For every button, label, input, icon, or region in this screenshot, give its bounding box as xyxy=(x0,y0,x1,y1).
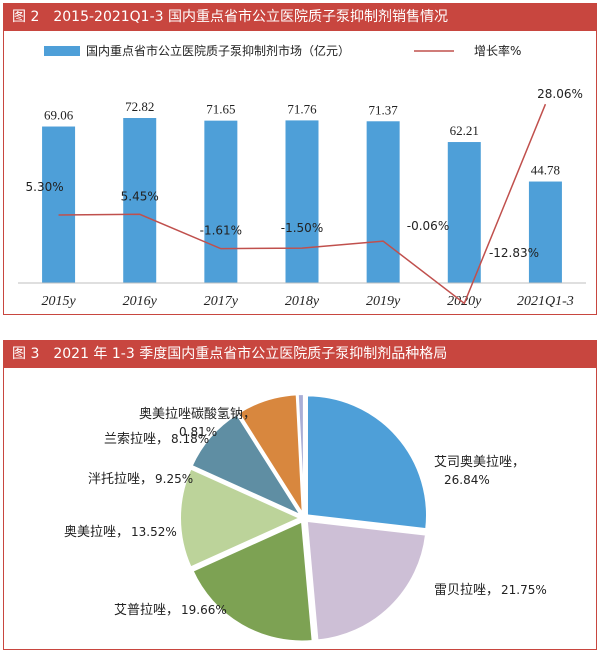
slice-value-label: 0.81% xyxy=(179,425,217,439)
bar xyxy=(123,118,157,283)
bar-value-label: 72.82 xyxy=(125,99,154,114)
slice-name-label: 艾普拉唑， xyxy=(114,602,179,618)
x-tick-label: 2015y xyxy=(41,294,76,309)
x-tick-label: 2017y xyxy=(204,294,239,309)
bar xyxy=(285,120,319,283)
bar-value-label: 71.37 xyxy=(369,102,399,117)
bar xyxy=(42,126,76,283)
x-tick-label: 2016y xyxy=(123,294,158,309)
slice-name-label: 泮托拉唑， xyxy=(88,471,153,487)
pie-slice xyxy=(296,393,305,515)
slice-name-label: 雷贝拉唑， xyxy=(434,582,499,598)
growth-rate-label: 5.45% xyxy=(121,189,159,203)
pie-slice xyxy=(237,393,304,518)
pie-slice xyxy=(305,394,428,531)
growth-rate-label: 5.30% xyxy=(26,180,64,194)
slice-name-label: 艾司奥美拉唑， xyxy=(434,454,525,470)
slice-name-label: 奥美拉唑， xyxy=(64,524,129,540)
x-tick-label: 2019y xyxy=(366,294,401,309)
pie-slice xyxy=(305,519,428,642)
slice-name-label: 兰索拉唑， xyxy=(104,431,169,447)
chart-title: 图 3 2021 年 1-3 季度国内重点省市公立医院质子泵抑制剂品种格局 xyxy=(4,341,596,368)
x-tick-label: 2018y xyxy=(285,294,320,309)
chart-title: 图 2 2015-2021Q1-3 国内重点省市公立医院质子泵抑制剂销售情况 xyxy=(4,4,596,31)
slice-name-label: 奥美拉唑碳酸氢钠， xyxy=(139,406,256,422)
growth-rate-label: -1.50% xyxy=(281,221,323,235)
slice-value-label: 9.25% xyxy=(155,472,193,486)
slice-value-label: 26.84% xyxy=(444,473,490,487)
slice-value-label: 13.52% xyxy=(131,525,177,539)
pie-slice xyxy=(190,412,304,518)
bar xyxy=(528,181,562,283)
bar-line-chart: 国内重点省市公立医院质子泵抑制剂市场（亿元） 增长率% 69.06 2015y 72.8… xyxy=(18,43,586,309)
legend-label-bar: 国内重点省市公立医院质子泵抑制剂市场（亿元） xyxy=(86,43,350,58)
growth-rate-label: -12.83% xyxy=(489,246,539,260)
growth-rate-label: -1.61% xyxy=(200,224,242,238)
pie-slice xyxy=(179,467,303,569)
growth-rate-label: -0.06% xyxy=(407,219,449,233)
bar-value-label: 71.65 xyxy=(206,102,235,117)
legend-label-line: 增长率% xyxy=(474,43,521,58)
x-tick-label: 2021Q1-3 xyxy=(517,294,574,309)
slice-value-label: 19.66% xyxy=(181,603,227,617)
bar xyxy=(366,121,400,284)
bar xyxy=(447,142,481,283)
growth-rate-label: 28.06% xyxy=(537,87,583,101)
bar-value-label: 62.21 xyxy=(450,123,479,138)
bar-value-label: 71.76 xyxy=(287,101,317,116)
pie-slice xyxy=(191,519,314,643)
legend-swatch-bar xyxy=(44,46,80,56)
bar xyxy=(204,120,238,283)
pie-chart: 艾司奥美拉唑， 26.84% 雷贝拉唑， 21.75% 艾普拉唑， 19.66% 奥美拉唑，… xyxy=(64,393,547,643)
slice-value-label: 21.75% xyxy=(501,583,547,597)
bar-value-label: 44.78 xyxy=(531,163,560,178)
chart-panel-market: 图 2 2015-2021Q1-3 国内重点省市公立医院质子泵抑制剂销售情况 国… xyxy=(3,3,597,315)
slice-value-label: 8.18% xyxy=(171,432,209,446)
chart-panel-varieties: 图 3 2021 年 1-3 季度国内重点省市公立医院质子泵抑制剂品种格局 艾司… xyxy=(3,340,597,650)
bar-value-label: 69.06 xyxy=(44,108,74,123)
